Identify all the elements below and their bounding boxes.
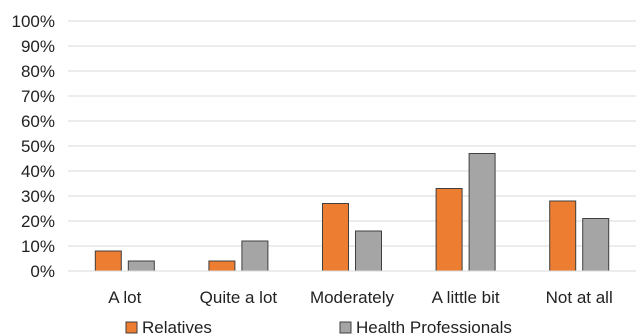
- bar-relatives-a-lot: [94, 250, 122, 272]
- legend-swatch: [339, 321, 352, 334]
- legend: Relatives Health Professionals: [125, 318, 512, 336]
- x-category-label: A lot: [108, 288, 141, 307]
- y-tick-label: 90%: [21, 37, 55, 56]
- y-tick-label: 40%: [21, 162, 55, 181]
- y-tick-label: 10%: [21, 237, 55, 256]
- legend-label: Relatives: [142, 318, 212, 336]
- bar-health-professionals-a-lot: [127, 260, 155, 272]
- y-tick-label: 80%: [21, 62, 55, 81]
- gridlines: [68, 20, 636, 247]
- y-tick-label: 70%: [21, 87, 55, 106]
- bar-relatives-moderately: [322, 203, 349, 272]
- x-category-label: Not at all: [546, 288, 613, 307]
- bar-health-professionals-quite-a-lot: [241, 240, 269, 272]
- y-tick-label: 60%: [21, 112, 55, 131]
- y-axis-tick-labels: 0% 10% 20% 30% 40% 50% 60% 70% 80% 90% 100%: [12, 12, 55, 281]
- bar-relatives-not-at-all: [549, 200, 577, 272]
- bar-health-professionals-not-at-all: [582, 218, 610, 272]
- legend-swatch: [125, 321, 138, 334]
- x-category-label: A little bit: [432, 288, 500, 307]
- bar-health-professionals-a-little-bit: [468, 153, 496, 272]
- y-tick-label: 100%: [12, 12, 55, 31]
- bar-relatives-a-little-bit: [435, 188, 463, 272]
- x-axis-category-labels: A lot Quite a lot Moderately A little bit No…: [108, 288, 612, 307]
- bar-relatives-quite-a-lot: [208, 260, 236, 272]
- legend-label: Health Professionals: [356, 318, 512, 336]
- y-tick-label: 20%: [21, 212, 55, 231]
- y-tick-label: 30%: [21, 187, 55, 206]
- x-category-label: Moderately: [310, 288, 395, 307]
- bar-health-professionals-moderately: [355, 230, 382, 272]
- y-tick-label: 0%: [30, 262, 55, 281]
- x-category-label: Quite a lot: [200, 288, 278, 307]
- y-tick-label: 50%: [21, 137, 55, 156]
